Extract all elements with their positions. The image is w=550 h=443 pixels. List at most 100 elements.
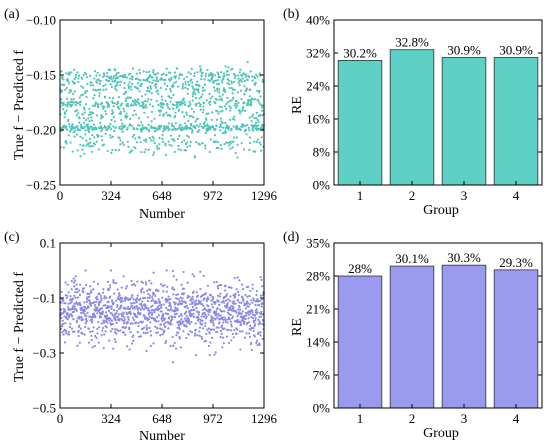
scatter-point <box>71 330 75 333</box>
scatter-point <box>251 287 254 290</box>
scatter-point <box>198 84 201 87</box>
scatter-point <box>247 103 250 106</box>
scatter-point <box>90 339 93 342</box>
panel-b-label: (b) <box>283 7 300 22</box>
scatter-point <box>227 79 230 82</box>
scatter-point <box>96 327 99 330</box>
scatter-point <box>144 148 147 151</box>
scatter-point <box>188 100 191 103</box>
scatter-point <box>95 336 98 339</box>
scatter-point <box>144 281 148 284</box>
scatter-point <box>192 110 196 113</box>
scatter-point <box>176 85 180 88</box>
scatter-point <box>224 107 228 111</box>
scatter-point <box>131 67 135 70</box>
scatter-point <box>249 101 253 104</box>
x-tick-label: 972 <box>203 411 223 426</box>
scatter-point <box>154 308 157 311</box>
scatter-point <box>164 153 168 156</box>
scatter-point <box>162 130 165 133</box>
scatter-point <box>138 335 141 338</box>
scatter-point <box>162 290 165 293</box>
y-tick-label: −0.5 <box>32 401 56 416</box>
scatter-point <box>220 147 223 150</box>
scatter-point <box>237 290 240 294</box>
scatter-point <box>257 124 260 127</box>
scatter-point <box>129 117 132 121</box>
scatter-point <box>222 299 225 302</box>
scatter-point <box>248 136 252 139</box>
scatter-point <box>208 310 211 314</box>
scatter-point <box>84 317 88 320</box>
scatter-point <box>92 123 96 126</box>
scatter-point <box>102 288 105 291</box>
scatter-point <box>223 142 226 146</box>
scatter-point <box>140 121 143 124</box>
scatter-point <box>81 148 84 151</box>
scatter-point <box>260 127 263 131</box>
scatter-point <box>111 111 115 114</box>
scatter-point <box>186 81 190 84</box>
scatter-point <box>99 301 102 304</box>
scatter-point <box>109 75 113 78</box>
scatter-point <box>76 149 79 152</box>
scatter-point <box>157 289 160 292</box>
scatter-point <box>170 305 173 308</box>
scatter-point <box>222 77 225 80</box>
scatter-point <box>259 95 262 98</box>
scatter-point <box>183 139 186 142</box>
bar <box>493 57 539 186</box>
scatter-point <box>209 100 212 103</box>
scatter-point <box>141 307 144 310</box>
scatter-point <box>94 101 97 104</box>
scatter-point <box>102 326 105 330</box>
scatter-point <box>138 71 142 75</box>
scatter-point <box>237 101 240 104</box>
scatter-point <box>82 106 86 109</box>
scatter-point <box>65 125 68 128</box>
scatter-point <box>239 308 242 311</box>
y-tick-label: 0.1 <box>40 236 56 251</box>
scatter-point <box>121 141 124 145</box>
scatter-point <box>164 99 167 102</box>
bar <box>441 57 487 186</box>
scatter-point <box>179 323 182 326</box>
scatter-point <box>254 150 257 153</box>
scatter-point <box>114 340 117 344</box>
scatter-point <box>197 101 201 105</box>
scatter-point <box>109 136 112 139</box>
scatter-point <box>131 322 134 325</box>
scatter-point <box>136 280 139 283</box>
scatter-point <box>203 89 206 92</box>
scatter-point <box>104 311 108 314</box>
scatter-point <box>116 83 119 86</box>
scatter-point <box>259 275 262 279</box>
panel-c-scatter-points <box>59 269 266 364</box>
scatter-point <box>138 102 141 105</box>
scatter-point <box>91 84 95 87</box>
scatter-point <box>224 318 228 321</box>
scatter-point <box>79 283 82 286</box>
scatter-point <box>181 111 184 114</box>
scatter-point <box>105 78 108 82</box>
scatter-point <box>64 310 67 313</box>
scatter-point <box>216 83 219 86</box>
scatter-point <box>132 298 135 301</box>
scatter-point <box>188 104 191 107</box>
scatter-point <box>185 76 188 79</box>
scatter-point <box>214 102 217 105</box>
scatter-point <box>211 77 214 80</box>
scatter-point <box>187 318 191 321</box>
scatter-point <box>251 301 254 304</box>
scatter-point <box>102 143 106 146</box>
scatter-point <box>194 97 198 100</box>
scatter-point <box>148 309 151 312</box>
scatter-point <box>115 321 118 325</box>
scatter-point <box>238 110 242 113</box>
scatter-point <box>258 141 261 144</box>
scatter-point <box>181 87 184 90</box>
scatter-point <box>100 334 103 337</box>
scatter-point <box>221 81 224 84</box>
scatter-point <box>66 128 69 131</box>
scatter-point <box>173 75 176 78</box>
